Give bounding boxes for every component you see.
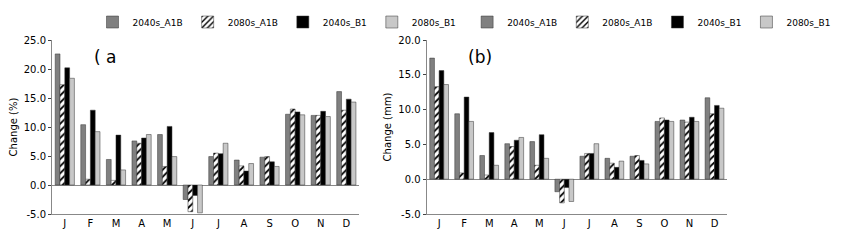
svg-text:2080s_B1: 2080s_B1: [412, 18, 456, 28]
svg-text:(b): (b): [468, 47, 492, 67]
svg-text:-5.0: -5.0: [26, 209, 46, 220]
svg-text:F: F: [461, 218, 467, 229]
svg-text:2040s_B1: 2040s_B1: [697, 18, 741, 28]
svg-text:J: J: [62, 218, 66, 229]
svg-text:2040s_B1: 2040s_B1: [323, 18, 367, 28]
svg-text:F: F: [88, 218, 94, 229]
svg-text:N: N: [686, 218, 693, 229]
svg-text:S: S: [266, 218, 272, 229]
svg-text:15.0: 15.0: [24, 93, 46, 104]
svg-text:A: A: [611, 218, 618, 229]
svg-text:M: M: [163, 218, 172, 229]
svg-text:10.0: 10.0: [24, 122, 46, 133]
svg-text:0.0: 0.0: [405, 174, 421, 185]
svg-text:M: M: [535, 218, 544, 229]
svg-text:0.0: 0.0: [30, 180, 46, 191]
svg-text:2040s_A1B: 2040s_A1B: [133, 18, 183, 28]
svg-text:2040s_A1B: 2040s_A1B: [507, 18, 557, 28]
svg-text:D: D: [711, 218, 719, 229]
svg-text:S: S: [636, 218, 642, 229]
svg-text:O: O: [291, 218, 299, 229]
svg-text:25.0: 25.0: [24, 35, 46, 46]
svg-text:J: J: [562, 218, 566, 229]
svg-text:D: D: [342, 218, 350, 229]
svg-text:M: M: [485, 218, 494, 229]
svg-text:20.0: 20.0: [398, 35, 420, 46]
svg-text:2080s_A1B: 2080s_A1B: [602, 18, 652, 28]
svg-text:( a: ( a: [94, 47, 116, 67]
svg-text:J: J: [190, 218, 194, 229]
svg-text:10.0: 10.0: [398, 104, 420, 115]
svg-text:J: J: [216, 218, 220, 229]
svg-text:A: A: [511, 218, 518, 229]
svg-text:20.0: 20.0: [24, 64, 46, 75]
svg-text:O: O: [660, 218, 668, 229]
svg-text:J: J: [587, 218, 591, 229]
svg-text:5.0: 5.0: [405, 139, 421, 150]
svg-text:M: M: [112, 218, 121, 229]
svg-text:J: J: [437, 218, 441, 229]
svg-text:2080s_A1B: 2080s_A1B: [228, 18, 278, 28]
svg-text:2080s_B1: 2080s_B1: [786, 18, 830, 28]
svg-text:5.0: 5.0: [30, 151, 46, 162]
svg-text:A: A: [138, 218, 145, 229]
svg-text:-5.0: -5.0: [401, 209, 421, 220]
svg-text:N: N: [317, 218, 324, 229]
svg-text:15.0: 15.0: [398, 69, 420, 80]
svg-text:Change (mm): Change (mm): [382, 93, 393, 162]
svg-text:Change (%): Change (%): [8, 98, 19, 157]
svg-text:A: A: [241, 218, 248, 229]
